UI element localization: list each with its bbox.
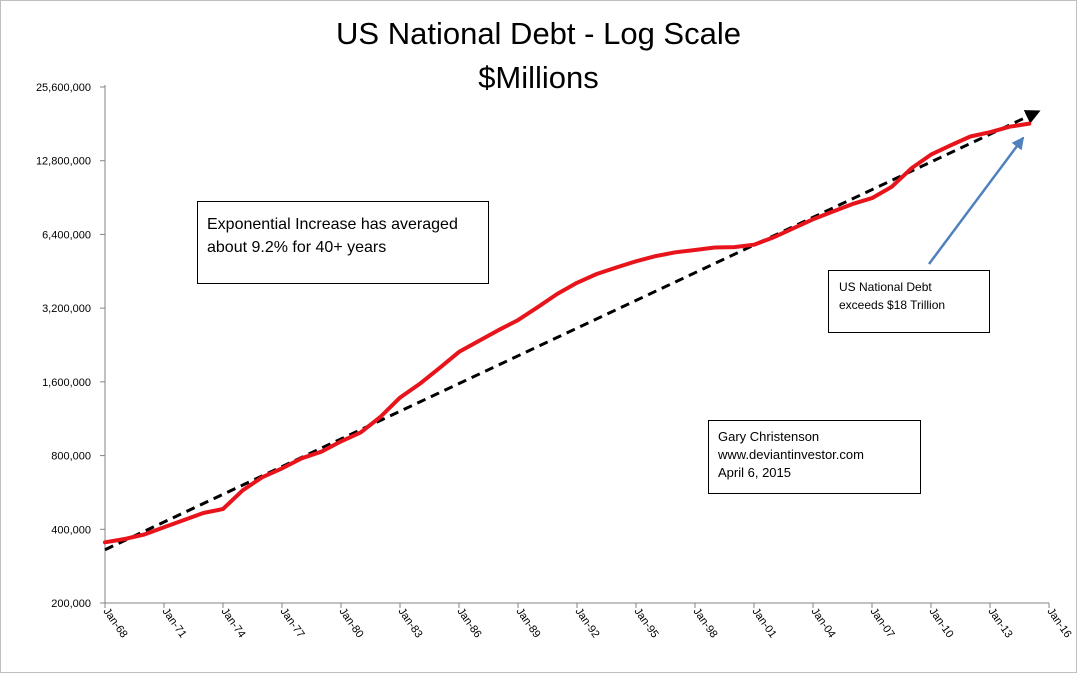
debt-exceeds-annotation-box: US National Debt exceeds $18 Trillion — [828, 270, 990, 333]
author-date: April 6, 2015 — [718, 465, 791, 480]
x-tick-label: Jan-95 — [632, 606, 661, 640]
x-tick-label: Jan-83 — [396, 606, 425, 640]
x-tick-label: Jan-16 — [1045, 606, 1074, 640]
x-tick-label: Jan-71 — [160, 606, 189, 640]
x-tick-label: Jan-80 — [337, 606, 366, 640]
x-tick-label: Jan-74 — [219, 606, 248, 640]
x-tick-label: Jan-13 — [986, 606, 1015, 640]
x-tick-label: Jan-01 — [750, 606, 779, 640]
author-annotation-box: Gary Christenson www.deviantinvestor.com… — [708, 420, 921, 494]
x-tick-label: Jan-92 — [573, 606, 602, 640]
x-tick-label: Jan-86 — [455, 606, 484, 640]
y-tick-label: 400,000 — [51, 524, 91, 536]
debt-series-line — [103, 121, 1032, 545]
chart-subtitle: $Millions — [478, 60, 599, 95]
trend-annotation-line-1: Exponential Increase has averaged — [207, 216, 458, 233]
annotation-arrow — [927, 136, 1025, 265]
y-tick-label: 6,400,000 — [42, 229, 91, 241]
x-tick-label: Jan-04 — [809, 606, 838, 640]
y-tick-label: 200,000 — [51, 598, 91, 610]
exceeds-annotation-line-1: US National Debt — [839, 280, 932, 294]
x-tick-label: Jan-89 — [514, 606, 543, 640]
author-website: www.deviantinvestor.com — [718, 447, 864, 462]
x-tick-label: Jan-77 — [278, 606, 307, 640]
chart-title: US National Debt - Log Scale — [336, 16, 741, 51]
x-tick-label: Jan-07 — [868, 606, 897, 640]
y-tick-label: 25,600,000 — [36, 82, 91, 94]
x-tick-label: Jan-98 — [691, 606, 720, 640]
x-tick-label: Jan-68 — [101, 606, 130, 640]
y-tick-label: 12,800,000 — [36, 156, 91, 168]
x-tick-label: Jan-10 — [927, 606, 956, 640]
trend-annotation-box: Exponential Increase has averaged about … — [197, 201, 489, 284]
exceeds-annotation-line-2: exceeds $18 Trillion — [839, 298, 946, 312]
author-name: Gary Christenson — [718, 429, 820, 444]
y-tick-label: 1,600,000 — [42, 377, 91, 389]
y-tick-label: 800,000 — [51, 451, 91, 463]
trend-annotation-line-2: about 9.2% for 40+ years — [207, 239, 387, 256]
y-tick-label: 3,200,000 — [42, 303, 91, 315]
